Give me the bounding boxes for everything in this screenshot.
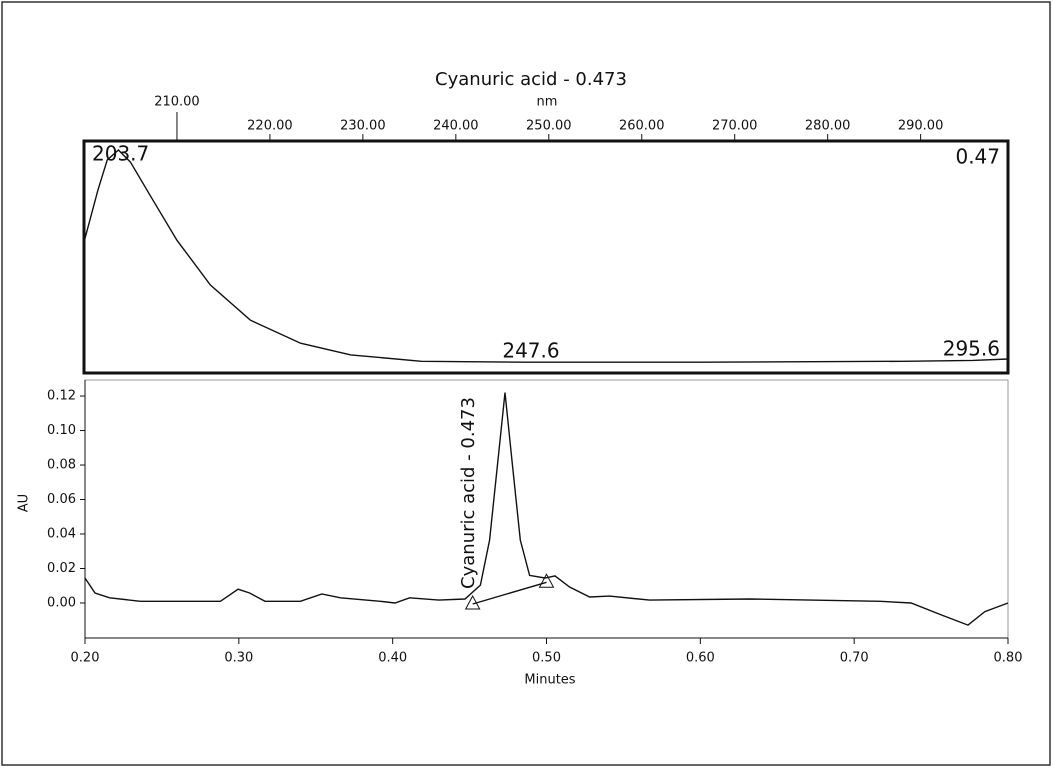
x-tick-label: 280.00: [805, 119, 851, 134]
data-line: [84, 392, 1009, 626]
baseline-marker: [464, 594, 481, 610]
y-tick-label: 0.08: [47, 458, 76, 473]
x-tick-label: 260.00: [619, 119, 665, 134]
annotation: 295.6: [943, 337, 1000, 361]
x-tick-label: 0.30: [224, 651, 253, 666]
data-line: [83, 149, 1009, 363]
x-axis-label: Minutes: [524, 673, 575, 688]
y-tick-label: 0.12: [47, 389, 76, 404]
chart-title: Cyanuric acid - 0.473: [435, 69, 627, 90]
x-tick-label: 220.00: [247, 119, 293, 134]
y-tick-label: 0.04: [47, 527, 76, 542]
x-tick-label: 0.50: [532, 651, 561, 666]
y-tick-label: 0.02: [47, 561, 76, 576]
x-tick-label: 270.00: [712, 119, 758, 134]
x-tick-label: 0.40: [378, 651, 407, 666]
annotation: 247.6: [502, 339, 559, 363]
y-tick-label: 0.06: [47, 492, 76, 507]
x-tick-label: 0.20: [71, 651, 100, 666]
annotation: 0.47: [955, 145, 1000, 169]
peak-label: Cyanuric acid - 0.473: [458, 397, 479, 589]
x-tick-label: 250.00: [526, 119, 572, 134]
annotation: 203.7: [92, 142, 149, 166]
x-tick-label: 290.00: [898, 119, 944, 134]
x-tick-label: 240.00: [433, 119, 479, 134]
x-axis-label: nm: [537, 95, 558, 110]
x-tick-label: 0.80: [994, 651, 1023, 666]
baseline-marker: [538, 573, 555, 588]
y-axis-label: AU: [17, 494, 32, 512]
x-tick-label: 0.70: [840, 651, 869, 666]
x-tick-label: 230.00: [340, 119, 386, 134]
x-tick-label: 0.60: [686, 651, 715, 666]
y-tick-label: 0.10: [47, 423, 76, 438]
plot-frame: [82, 139, 1010, 375]
x-tick-label: 210.00: [154, 95, 200, 110]
integration-baseline: [472, 581, 547, 605]
y-tick-label: 0.00: [47, 595, 76, 610]
